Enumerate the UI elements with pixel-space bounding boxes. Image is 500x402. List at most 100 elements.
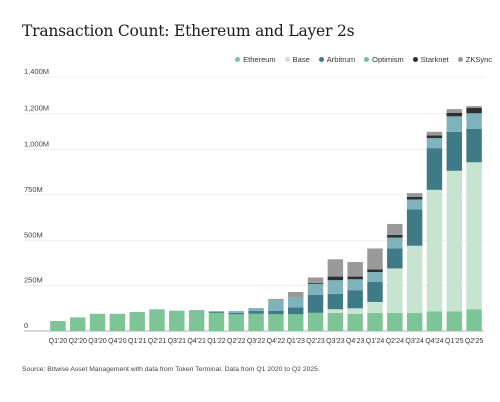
bar-segment-optimism — [347, 279, 363, 291]
x-tick-label: Q3'22 — [247, 338, 266, 345]
x-tick-label: Q2'24 — [386, 338, 405, 345]
bar-segment-zksync — [307, 277, 324, 283]
bar-segment-ethereum — [307, 312, 324, 331]
bar-segment-optimism — [327, 280, 344, 294]
bar-segment-arbitrum — [426, 148, 443, 190]
x-tick-label: Q3'21 — [168, 338, 187, 345]
legend-swatch — [457, 57, 463, 62]
bar-segment-optimism — [446, 116, 463, 132]
bar-segment-arbitrum — [268, 310, 284, 315]
source-note: Source: Bitwise Asset Management with da… — [22, 366, 320, 373]
x-tick-label: Q4'20 — [108, 338, 127, 345]
bar-segment-starknet — [327, 276, 344, 281]
bar-segment-zksync — [367, 248, 383, 270]
x-tick-label: Q4'21 — [187, 338, 206, 345]
bar-segment-zksync — [406, 193, 423, 197]
legend-swatch — [235, 57, 241, 62]
bar-segment-optimism — [406, 199, 423, 210]
bar-segment-zksync — [287, 291, 304, 298]
bar-segment-base — [387, 268, 403, 313]
bar-segment-ethereum — [446, 311, 463, 331]
bar-segment-base — [327, 309, 344, 313]
bar-segment-optimism — [466, 113, 482, 129]
legend-item-starknet: Starknet — [412, 55, 449, 64]
bar-segment-optimism — [426, 138, 443, 149]
bar-segment-zksync — [426, 131, 443, 136]
x-tick-label: Q1'21 — [128, 338, 147, 345]
bar-segment-optimism — [287, 297, 304, 308]
bar-segment-ethereum — [109, 313, 126, 331]
legend-swatch — [364, 57, 370, 62]
bar-segment-ethereum — [169, 311, 185, 331]
legend-swatch — [412, 57, 418, 62]
bar-segment-ethereum — [367, 312, 383, 331]
legend-label: Arbitrum — [326, 55, 356, 64]
bar-segment-zksync — [327, 259, 344, 277]
legend: Ethereum Base Arbitrum Optimism Starknet ZKSy… — [235, 55, 492, 64]
bar-segment-ethereum — [228, 314, 245, 331]
bar-segment-optimism — [268, 300, 284, 311]
chart-title: Transaction Count: Ethereum and Layer 2s — [22, 22, 355, 40]
legend-label: Base — [292, 55, 310, 64]
bar-segment-starknet — [466, 107, 482, 114]
bar-segment-starknet — [406, 196, 423, 200]
bar-segment-arbitrum — [367, 282, 383, 302]
legend-label: Starknet — [420, 55, 449, 64]
legend-label: ZKSync — [465, 55, 492, 64]
bar-segment-zksync — [466, 106, 482, 108]
y-tick-label: 1,000M — [24, 140, 49, 149]
bar-segment-ethereum — [188, 311, 205, 331]
x-tick-label: Q3'20 — [88, 338, 107, 345]
x-tick-label: Q2'21 — [148, 338, 167, 345]
legend-label: Ethereum — [243, 55, 276, 64]
legend-item-base: Base — [284, 55, 310, 64]
bar-segment-ethereum — [347, 313, 363, 331]
bar-segment-optimism — [188, 310, 205, 311]
x-tick-label: Q2'25 — [465, 338, 484, 345]
y-tick-label: 250M — [24, 276, 43, 285]
legend-item-arbitrum: Arbitrum — [318, 55, 356, 64]
x-tick-label: Q1'22 — [207, 338, 226, 345]
legend-item-ethereum: Ethereum — [235, 55, 276, 64]
bar-segment-ethereum — [268, 314, 284, 331]
bar-segment-ethereum — [406, 312, 423, 331]
bar-segment-ethereum — [466, 309, 482, 331]
x-tick-label: Q3'23 — [326, 338, 345, 345]
bar-segment-ethereum — [129, 311, 145, 331]
x-tick-label: Q3'24 — [405, 338, 424, 345]
bar-segment-zksync — [446, 109, 463, 113]
bar-segment-optimism — [387, 237, 403, 249]
x-tick-label: Q2'20 — [68, 338, 87, 345]
x-tick-label: Q1'23 — [286, 338, 305, 345]
y-tick-label: 500M — [24, 230, 43, 239]
bar-segment-base — [367, 301, 383, 313]
y-tick-label: 1,200M — [24, 103, 49, 112]
bar-segment-zksync — [268, 298, 284, 301]
x-tick-label: Q2'22 — [227, 338, 246, 345]
bar-segment-ethereum — [89, 313, 106, 331]
y-tick-label: 750M — [24, 185, 43, 194]
x-tick-label: Q4'23 — [346, 338, 365, 345]
x-tick-label: Q4'22 — [267, 338, 286, 345]
legend-label: Optimism — [372, 55, 404, 64]
bar-segment-ethereum — [426, 311, 443, 331]
bar-segment-ethereum — [327, 312, 344, 331]
y-tick-label: 0 — [24, 321, 28, 330]
bar-segment-ethereum — [287, 314, 304, 331]
bar-segment-optimism — [248, 308, 264, 312]
bar-segment-optimism — [208, 311, 225, 312]
bar-segment-zksync — [347, 262, 363, 277]
bar-segment-starknet — [307, 282, 324, 284]
bar-segment-arbitrum — [446, 131, 463, 171]
bar-segment-arbitrum — [387, 248, 403, 269]
bar-segment-ethereum — [149, 309, 165, 331]
bar-segment-ethereum — [208, 312, 225, 331]
legend-swatch — [318, 57, 324, 62]
bar-segment-arbitrum — [248, 311, 264, 314]
x-tick-label: Q2'23 — [306, 338, 325, 345]
x-tick-label: Q1'20 — [49, 338, 68, 345]
x-tick-label: Q4'24 — [425, 338, 444, 345]
legend-swatch — [284, 57, 290, 62]
bar-segment-arbitrum — [406, 209, 423, 246]
bar-segment-arbitrum — [347, 290, 363, 309]
